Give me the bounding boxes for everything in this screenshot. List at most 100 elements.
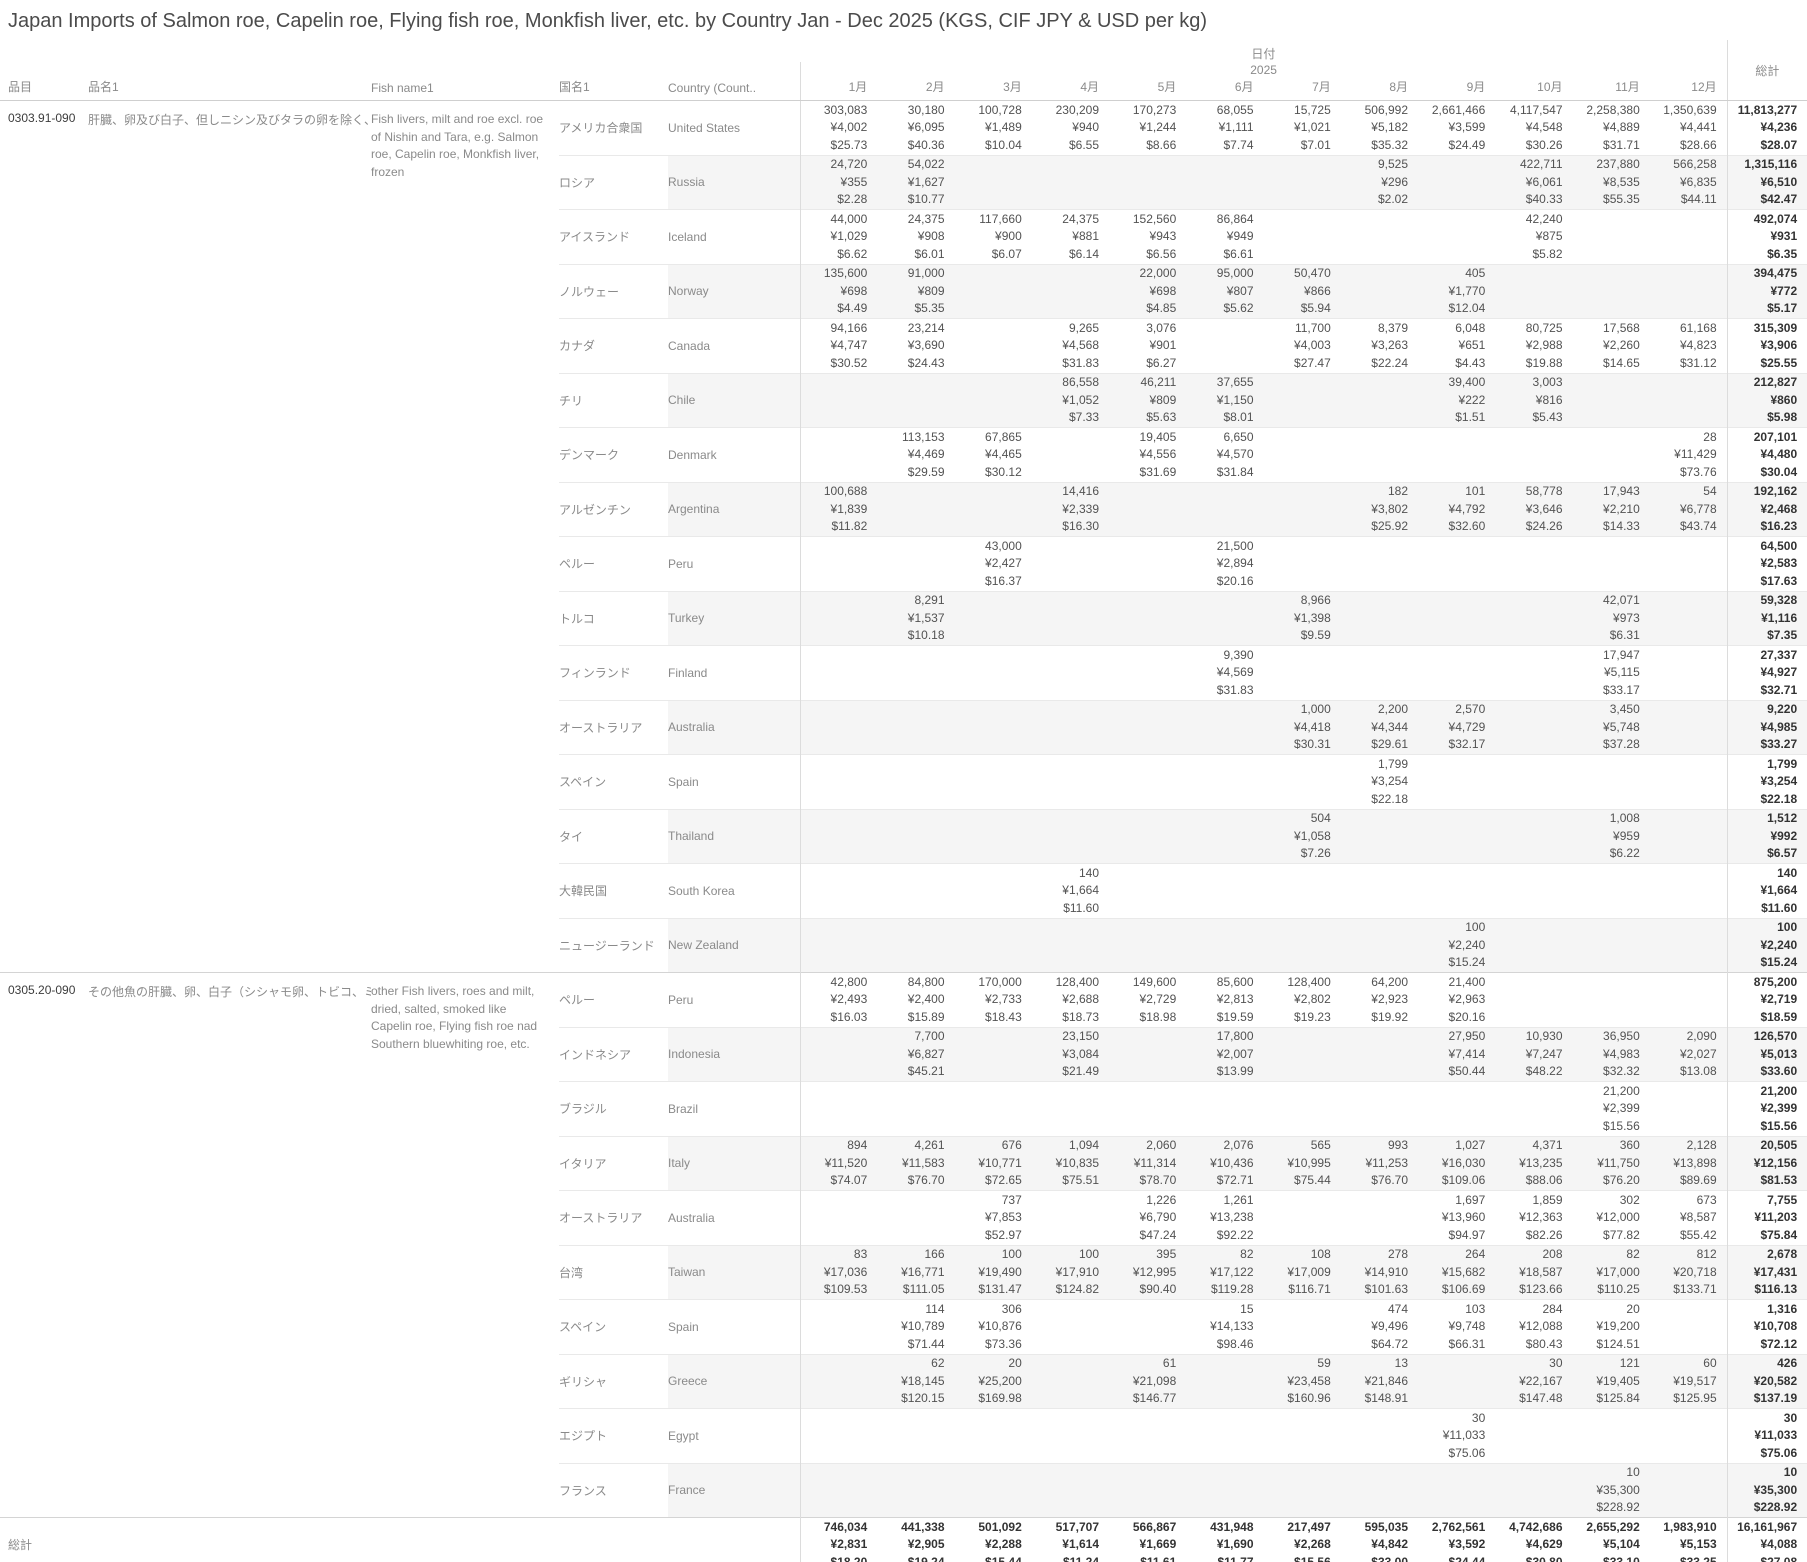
data-cell[interactable] [1263,917,1341,973]
data-cell[interactable]: 94,166 ¥4,747 $30.52 [799,318,878,373]
data-cell[interactable] [1649,754,1728,809]
data-cell[interactable]: 149,600 ¥2,729 $18.98 [1109,972,1187,1027]
data-cell[interactable] [1340,209,1418,264]
data-cell[interactable] [1340,1408,1418,1463]
data-cell[interactable]: 3,450 ¥5,748 $37.28 [1572,699,1650,755]
data-cell[interactable] [1263,481,1341,537]
data-cell[interactable]: 2,661,466 ¥3,599 $24.49 [1418,101,1495,156]
data-cell[interactable]: 11,813,277 ¥4,236 $28.07 [1726,100,1807,155]
data-cell[interactable] [1031,1190,1109,1245]
data-cell[interactable]: 23,214 ¥3,690 $24.43 [877,318,955,373]
data-cell[interactable]: 264 ¥15,682 $106.69 [1418,1244,1496,1300]
data-cell[interactable] [799,536,878,591]
data-cell[interactable]: 170,273 ¥1,244 $8.66 [1109,101,1186,156]
data-cell[interactable]: 80,725 ¥2,988 $19.88 [1495,318,1573,373]
data-cell[interactable] [954,917,1032,973]
data-cell[interactable] [1649,263,1728,319]
data-cell[interactable]: 140 ¥1,664 $11.60 [1031,863,1109,918]
data-cell[interactable]: 37,655 ¥1,150 $8.01 [1186,372,1264,428]
data-cell[interactable]: 42,240 ¥875 $5.82 [1495,209,1573,264]
data-cell[interactable] [1186,863,1264,918]
data-cell[interactable] [1263,645,1341,700]
data-cell[interactable]: 2,570 ¥4,729 $32.17 [1418,699,1496,755]
data-cell[interactable]: 360 ¥11,750 $76.20 [1572,1135,1650,1191]
data-cell[interactable]: 117,660 ¥900 $6.07 [954,209,1032,264]
data-cell[interactable]: 86,864 ¥949 $6.61 [1186,209,1264,264]
data-cell[interactable]: 208 ¥18,587 $123.66 [1495,1244,1573,1300]
data-cell[interactable]: 85,600 ¥2,813 $19.59 [1186,972,1264,1027]
data-cell[interactable]: 13 ¥21,846 $148.91 [1340,1353,1418,1409]
data-cell[interactable] [1263,1299,1341,1354]
data-cell[interactable] [1109,917,1187,973]
data-cell[interactable] [1495,590,1573,646]
data-cell[interactable] [1572,754,1650,809]
data-cell[interactable] [1031,1081,1109,1136]
data-cell[interactable] [1418,209,1496,264]
data-cell[interactable]: 15,725 ¥1,021 $7.01 [1264,101,1341,156]
data-cell[interactable]: 2,678 ¥17,431 $116.13 [1726,1244,1807,1300]
data-cell[interactable]: 303,083 ¥4,002 $25.73 [799,100,878,155]
data-cell[interactable]: 217,497 ¥2,268 $15.56 [1263,1517,1341,1562]
data-cell[interactable] [1031,427,1109,482]
data-cell[interactable] [1109,808,1187,864]
data-cell[interactable] [799,917,878,973]
data-cell[interactable] [1495,536,1573,591]
data-cell[interactable]: 42,071 ¥973 $6.31 [1572,590,1650,646]
data-cell[interactable]: 7,755 ¥11,203 $75.84 [1726,1190,1807,1245]
data-cell[interactable]: 108 ¥17,009 $116.71 [1263,1244,1341,1300]
data-cell[interactable] [799,863,878,918]
data-cell[interactable]: 737 ¥7,853 $52.97 [954,1190,1032,1245]
data-cell[interactable] [1495,972,1573,1027]
data-cell[interactable] [1418,863,1496,918]
data-cell[interactable] [1340,263,1418,319]
data-cell[interactable]: 128,400 ¥2,688 $18.73 [1031,972,1109,1027]
data-cell[interactable]: 2,076 ¥10,436 $72.71 [1186,1135,1264,1191]
data-cell[interactable] [1649,808,1728,864]
data-cell[interactable]: 230,209 ¥940 $6.55 [1032,101,1109,156]
data-cell[interactable] [1418,590,1496,646]
data-cell[interactable]: 113,153 ¥4,469 $29.59 [877,427,955,482]
data-cell[interactable] [1495,427,1573,482]
data-cell[interactable] [954,590,1032,646]
data-cell[interactable]: 566,867 ¥1,669 $11.61 [1109,1517,1187,1562]
data-cell[interactable] [1263,1026,1341,1082]
data-cell[interactable] [1186,318,1264,373]
data-cell[interactable] [1418,1081,1496,1136]
data-cell[interactable] [877,863,955,918]
data-cell[interactable] [1186,1408,1264,1463]
data-cell[interactable]: 54,022 ¥1,627 $10.77 [877,154,955,210]
data-cell[interactable]: 30,180 ¥6,095 $40.36 [877,101,954,156]
data-cell[interactable] [1109,1462,1187,1518]
data-cell[interactable] [1340,590,1418,646]
data-cell[interactable] [1186,917,1264,973]
data-cell[interactable] [1572,536,1650,591]
data-cell[interactable]: 83 ¥17,036 $109.53 [799,1244,878,1300]
data-cell[interactable]: 237,880 ¥8,535 $55.35 [1572,154,1650,210]
data-cell[interactable] [1109,590,1187,646]
data-cell[interactable]: 82 ¥17,000 $110.25 [1572,1244,1650,1300]
data-cell[interactable] [1263,427,1341,482]
data-cell[interactable] [1186,481,1264,537]
data-cell[interactable] [1263,1081,1341,1136]
data-cell[interactable] [799,372,878,428]
data-cell[interactable] [1031,808,1109,864]
data-cell[interactable]: 166 ¥16,771 $111.05 [877,1244,955,1300]
data-cell[interactable]: 100,688 ¥1,839 $11.82 [799,481,878,537]
data-cell[interactable]: 114 ¥10,789 $71.44 [877,1299,955,1354]
data-cell[interactable]: 993 ¥11,253 $76.70 [1340,1135,1418,1191]
data-cell[interactable] [1649,372,1728,428]
data-cell[interactable]: 1,226 ¥6,790 $47.24 [1109,1190,1187,1245]
data-cell[interactable] [1495,863,1573,918]
data-cell[interactable] [1572,917,1650,973]
data-cell[interactable] [1649,1408,1728,1463]
data-cell[interactable] [1031,1462,1109,1518]
data-cell[interactable] [1340,1190,1418,1245]
data-cell[interactable]: 20,505 ¥12,156 $81.53 [1726,1135,1807,1191]
data-cell[interactable] [1263,754,1341,809]
data-cell[interactable] [799,1299,878,1354]
data-cell[interactable]: 28 ¥11,429 $73.76 [1649,427,1728,482]
data-cell[interactable] [1263,1462,1341,1518]
data-cell[interactable]: 426 ¥20,582 $137.19 [1726,1353,1807,1409]
data-cell[interactable]: 812 ¥20,718 $133.71 [1649,1244,1728,1300]
data-cell[interactable] [1109,536,1187,591]
